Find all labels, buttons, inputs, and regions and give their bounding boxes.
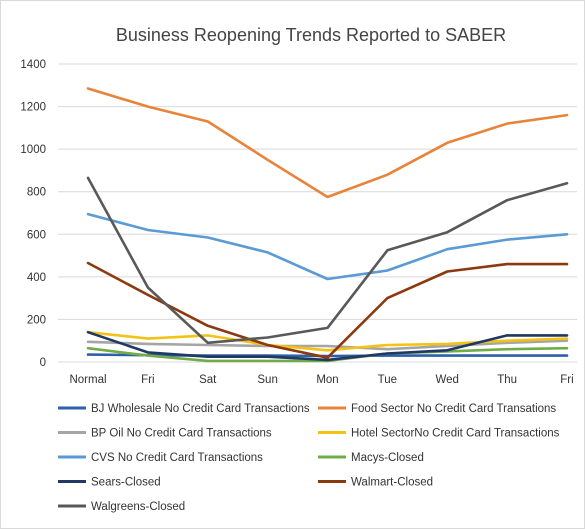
- series-line-4: [86, 212, 569, 281]
- legend-label-7: Walmart-Closed: [351, 477, 433, 489]
- legend-label-5: Macys-Closed: [351, 452, 424, 464]
- y-tick-label: 600: [27, 229, 46, 241]
- legend-label-3: Hotel SectorNo Credit Card Transactions: [351, 428, 560, 440]
- legend: BJ Wholesale No Credit Card Transactions…: [58, 403, 560, 513]
- y-tick-label: 1200: [20, 102, 46, 114]
- x-tick-label: Tue: [378, 374, 397, 386]
- x-tick-label: Sun: [257, 374, 277, 386]
- y-tick-label: 800: [27, 187, 46, 199]
- legend-label-6: Sears-Closed: [91, 477, 161, 489]
- x-tick-label: Sat: [199, 374, 217, 386]
- y-tick-label: 1000: [20, 144, 46, 156]
- x-tick-label: Wed: [436, 374, 459, 386]
- series-line-3: [86, 330, 569, 352]
- series-line-2: [86, 339, 569, 351]
- y-tick-label: 1400: [20, 59, 46, 71]
- series-line-6: [86, 330, 569, 362]
- x-tick-label: Thu: [497, 374, 517, 386]
- series-lines: [86, 87, 569, 363]
- legend-label-2: BP Oil No Credit Card Transactions: [91, 428, 272, 440]
- y-tick-label: 0: [40, 357, 46, 369]
- series-line-1: [86, 87, 569, 199]
- y-axis-ticks: 0 200 400 600 800 1000 1200 1400: [20, 59, 46, 369]
- x-tick-label: Normal: [69, 374, 106, 386]
- legend-label-4: CVS No Credit Card Transactions: [91, 452, 263, 464]
- legend-label-8: Walgreens-Closed: [91, 501, 185, 513]
- x-tick-label: Mon: [316, 374, 338, 386]
- legend-label-1: Food Sector No Credit Card Transations: [351, 403, 556, 415]
- x-tick-label: Fri: [141, 374, 154, 386]
- y-tick-label: 200: [27, 314, 46, 326]
- series-line-8: [86, 176, 569, 345]
- y-tick-label: 400: [27, 272, 46, 284]
- x-tick-label: Fri: [560, 374, 573, 386]
- x-axis-ticks: Normal Fri Sat Sun Mon Tue Wed Thu Fri: [69, 374, 573, 386]
- chart-title: Business Reopening Trends Reported to SA…: [116, 25, 506, 45]
- legend-label-0: BJ Wholesale No Credit Card Transactions: [91, 403, 310, 415]
